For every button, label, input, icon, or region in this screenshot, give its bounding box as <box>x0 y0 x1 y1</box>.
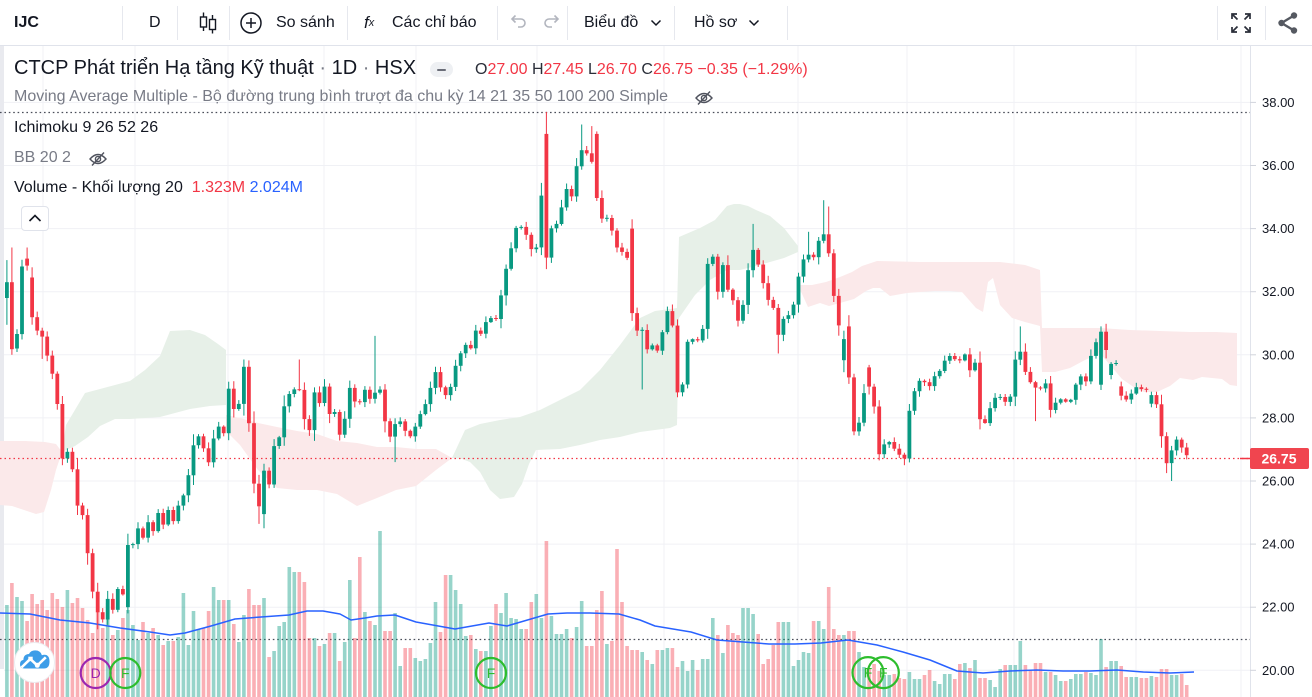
svg-text:34.00: 34.00 <box>1262 221 1295 236</box>
svg-text:F: F <box>487 665 496 681</box>
svg-text:24.00: 24.00 <box>1262 537 1295 552</box>
svg-text:32.00: 32.00 <box>1262 284 1295 299</box>
svg-text:22.00: 22.00 <box>1262 600 1295 615</box>
svg-text:28.00: 28.00 <box>1262 410 1295 425</box>
svg-text:38.00: 38.00 <box>1262 95 1295 110</box>
svg-text:26.00: 26.00 <box>1262 474 1295 489</box>
svg-text:F: F <box>879 665 888 681</box>
svg-text:F: F <box>121 665 130 681</box>
svg-text:30.00: 30.00 <box>1262 347 1295 362</box>
svg-text:26.75: 26.75 <box>1261 451 1296 467</box>
svg-text:36.00: 36.00 <box>1262 158 1295 173</box>
svg-text:20.00: 20.00 <box>1262 663 1295 678</box>
svg-text:D: D <box>91 665 101 681</box>
